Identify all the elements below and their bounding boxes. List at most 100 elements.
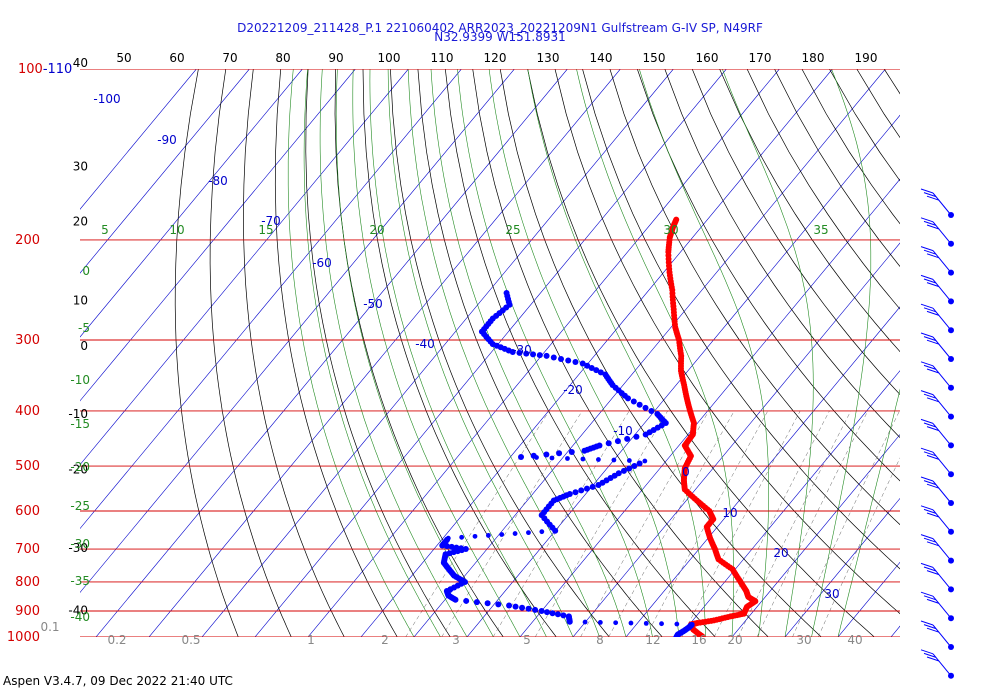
wind-barb-station [948,644,954,650]
dewpoint-point [544,609,551,616]
top-scale-label: 70 [222,51,237,65]
mixing-ratio-line [608,410,735,637]
wind-barb-feather [926,627,940,633]
mixing-ratio-label: 16 [691,633,706,647]
wind-barb-feather [923,393,937,399]
dewpoint-point [597,619,603,625]
dewpoint-point [499,532,505,537]
wind-barb-station [948,672,954,679]
wind-barb-feather [923,595,937,601]
dewpoint-point [654,411,661,418]
dewpoint-point [565,613,572,620]
height-label: 10 [73,294,88,308]
top-scale-label: 110 [431,51,454,65]
isotherm-line [519,178,900,637]
moist-adiabat-label: -25 [70,499,90,513]
dry-adiabat-line [527,69,875,637]
dry-adiabat-line [174,69,239,637]
wind-barb-staff [932,567,952,590]
dry-adiabat-line [609,69,900,526]
wind-barb-feather [920,217,934,223]
moist-adiabat-label: -35 [70,574,90,588]
isotherm-line [80,69,303,338]
dry-adiabat-line [939,69,1000,637]
wind-barb-station [948,442,954,449]
pressure-label: 200 [15,233,40,248]
dry-adiabat-line [444,69,716,637]
top-scale-label: 50 [116,51,131,65]
isotherm-line [80,69,250,274]
wind-barb-feather [920,591,934,597]
top-scale-label: 80 [275,51,290,65]
wind-barb [920,188,954,218]
height-label: 30 [73,159,88,173]
top-scale-label: 130 [537,51,560,65]
temperature-point [673,216,680,223]
dry-adiabat-line [417,69,663,637]
dry-adiabat-line [912,69,1000,637]
dewpoint-point [636,401,643,408]
wind-barb-feather [926,598,940,604]
dry-adiabat-line [209,69,292,637]
dewpoint-point [463,597,470,604]
isotherm-label: -80 [208,174,228,188]
dewpoint-point [596,442,603,449]
moist-adiabat-line [407,69,600,637]
dry-adiabat-line [719,69,900,353]
dewpoint-point [484,600,491,607]
wind-barb-station [948,615,954,622]
dewpoint-point [539,529,545,535]
dewpoint-point [554,611,561,618]
height-label: -40 [68,603,88,617]
dry-adiabat-line [334,69,504,637]
wind-barb [920,303,954,334]
moist-adiabat-label: -20 [70,460,90,474]
dewpoint-point [624,435,631,442]
wind-barb-staff [932,480,952,504]
top-scale-label: 60 [169,51,184,65]
wind-barb [920,390,954,420]
moist-adiabat-label: -30 [70,537,90,551]
pressure-label: 900 [15,604,40,619]
wind-barb-feather [920,390,934,396]
mixing-ratio-label: 0.5 [181,633,200,647]
isotherm-line [572,242,900,637]
isotherm-line [784,497,900,637]
dewpoint-point [558,355,565,362]
wind-barb [920,649,954,679]
mixing-ratio-label: 30 [796,633,811,647]
wind-barb-feather [926,282,940,288]
height-label: -20 [68,463,88,477]
dewpoint-point [593,367,600,374]
isotherm-label: -50 [363,297,383,311]
isotherm-line [625,306,900,637]
dry-adiabat-line [967,69,1000,637]
moist-adiabat-label: -5 [78,321,90,335]
dewpoint-point [532,606,539,613]
wind-barb [920,246,954,276]
pressure-label: 600 [15,504,40,519]
dewpoint-point [578,487,585,494]
dry-adiabat-line [883,69,900,95]
wind-barb-feather [920,447,934,453]
wind-barb-feather [923,192,937,198]
wind-barb-feather [923,249,937,255]
isotherm-label: 10 [722,506,737,520]
wind-barb-station [948,528,954,535]
dewpoint-point [689,621,695,627]
dewpoint-point [549,455,555,461]
wind-barb-feather [920,562,934,568]
mixing-ratio-label: 8 [596,633,604,647]
isotherm-label: -70 [261,214,281,228]
dry-adiabat-line [362,69,557,637]
dewpoint-point [605,440,612,447]
wind-barb [920,620,954,650]
wind-barb-feather [926,426,940,432]
dewpoint-point [602,371,609,378]
isotherm-label: -40 [415,337,435,351]
wind-barb-feather [923,451,937,457]
dewpoint-point [642,404,649,411]
wind-barb-staff [932,279,952,302]
isotherm-label: 0 [682,465,690,479]
wind-barb [920,562,954,593]
